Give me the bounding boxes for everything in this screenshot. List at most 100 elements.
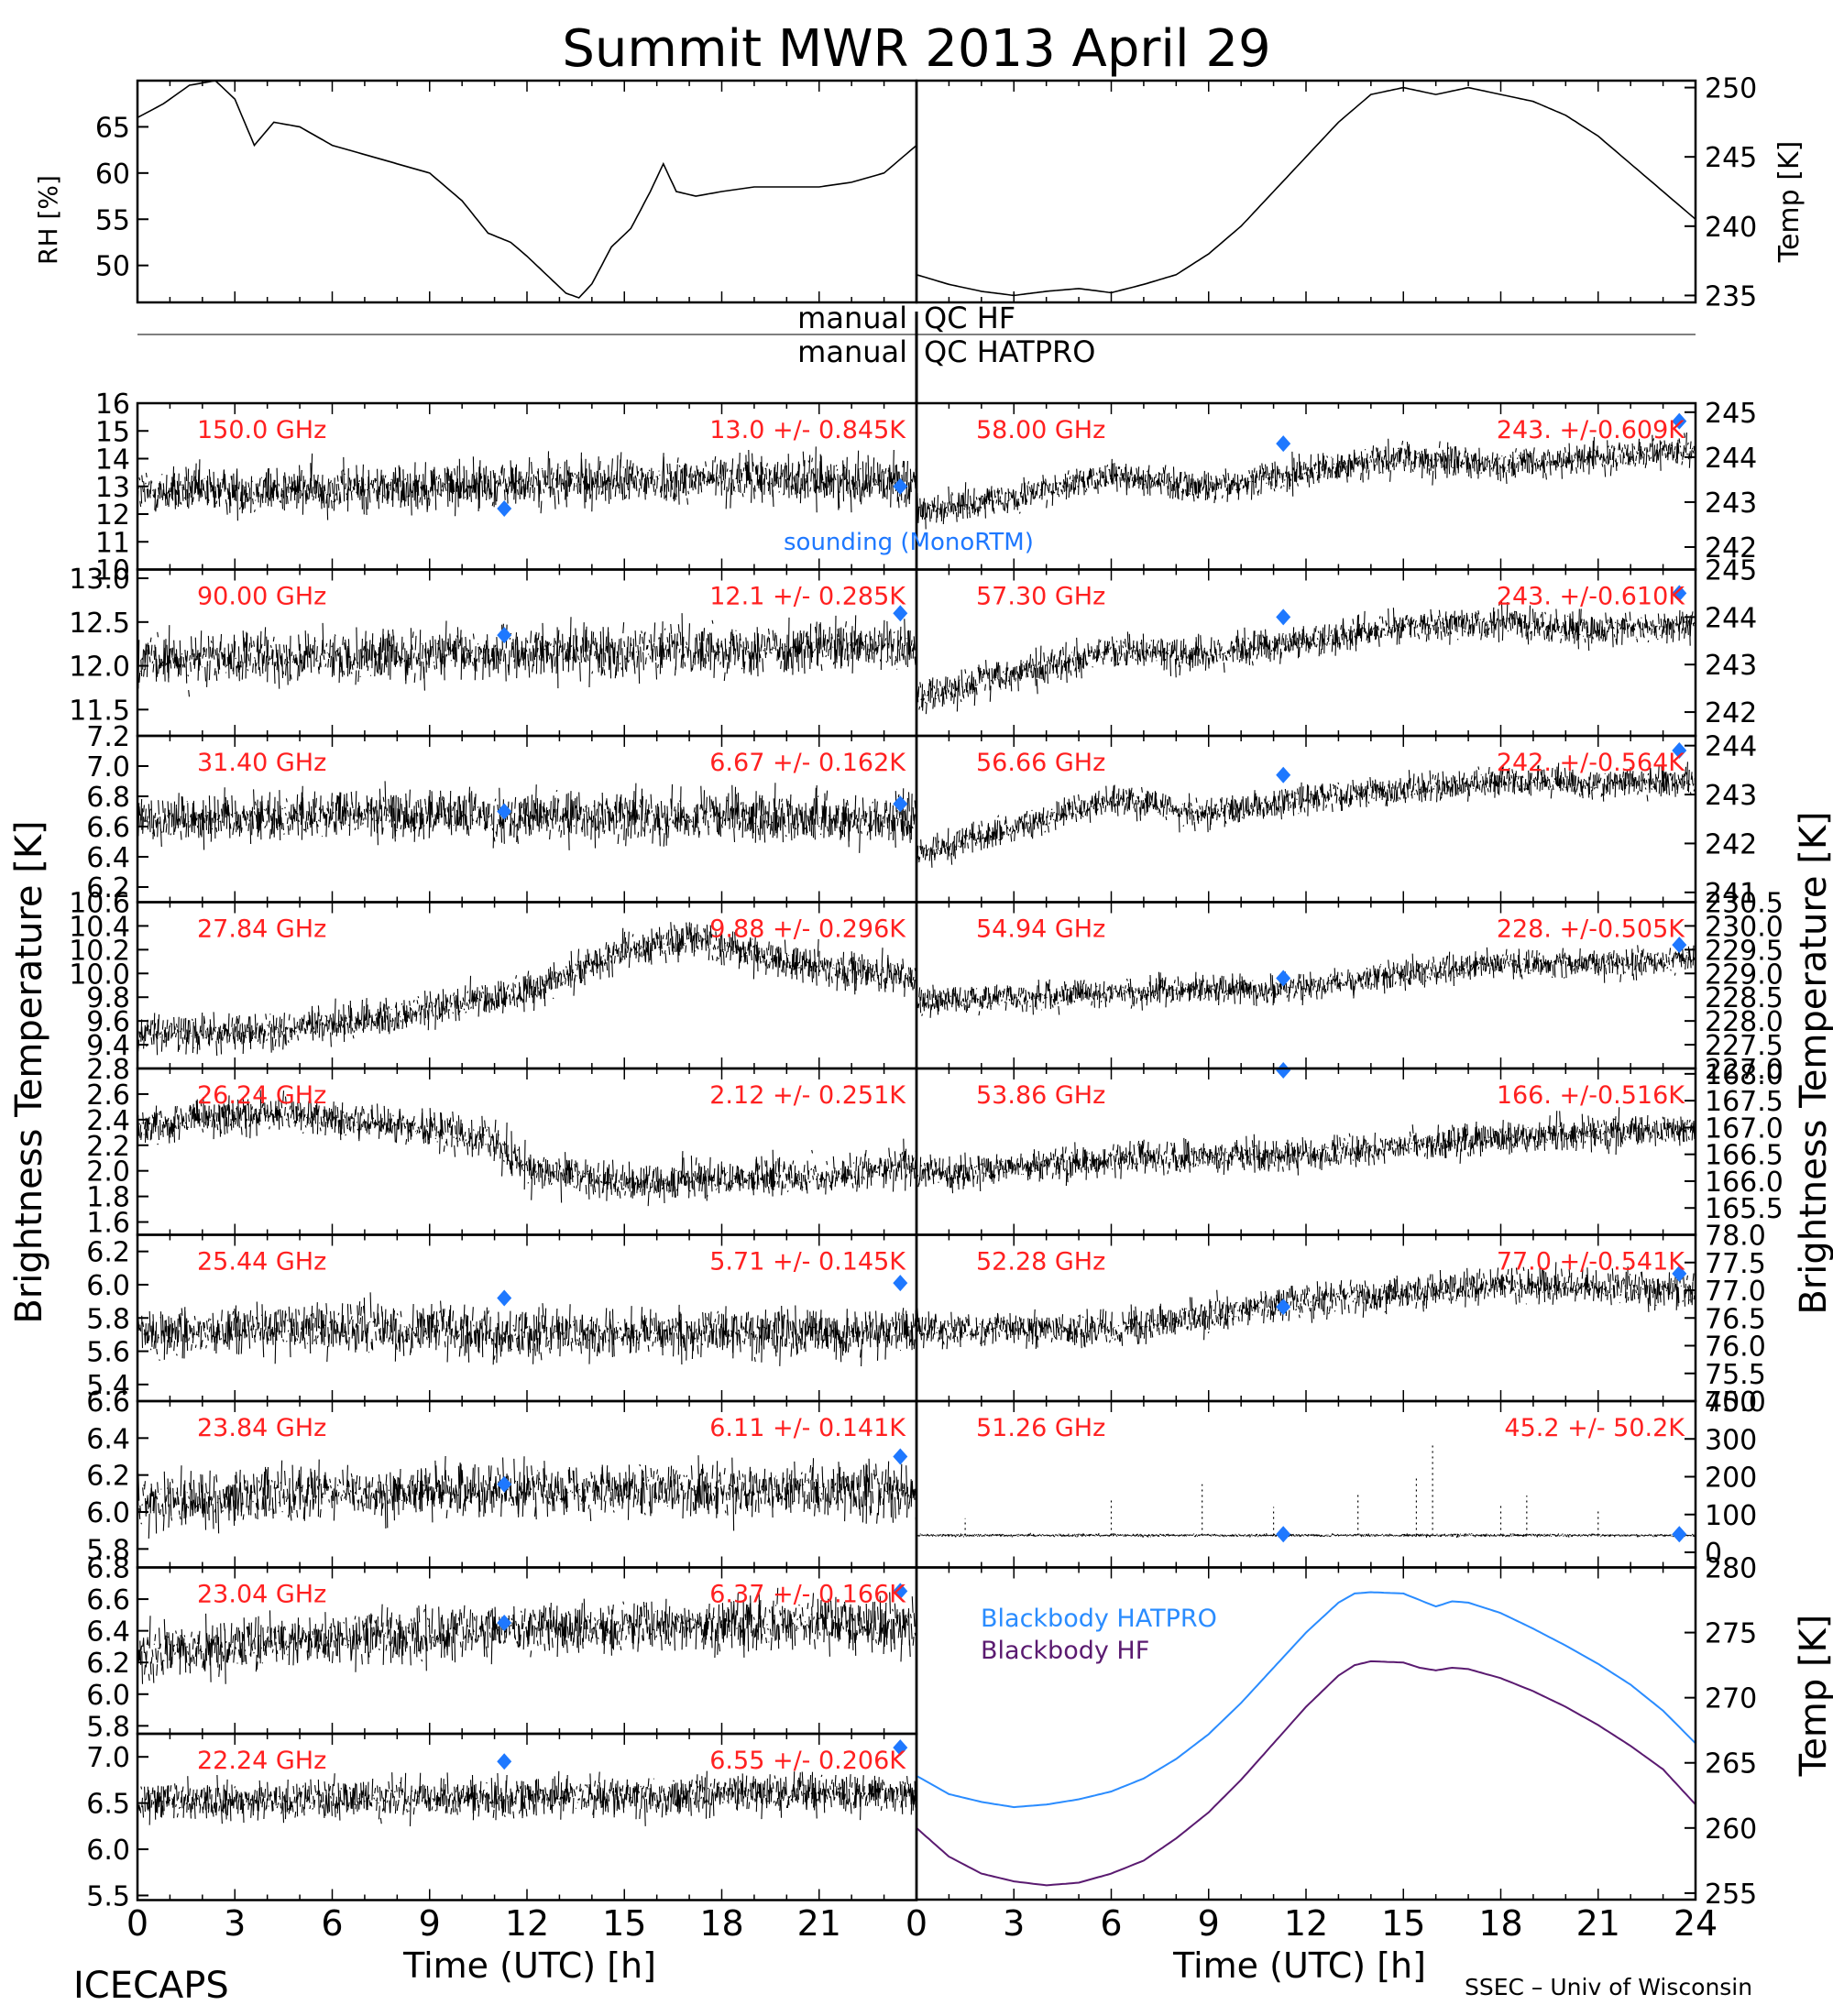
ch22-ytick-label: 6.5 [86,1789,130,1821]
temp-line [916,86,1696,297]
x-tick-label-right: 3 [1003,1903,1025,1944]
ch31-sounding-point [893,795,908,813]
ch57_30-stats-label: 243. +/-0.610K [1497,583,1685,611]
blackbody-hf-label: Blackbody HF [981,1637,1149,1665]
temp-bottom-axis-label: Temp [K] [1793,1615,1833,1778]
ch90-ytick-label: 13.0 [69,564,130,596]
ch58-stats-label: 243. +/-0.609K [1497,416,1685,444]
blackbody-ytick-label: 275 [1705,1618,1757,1650]
blackbody-ytick-label: 255 [1705,1879,1757,1911]
ch150-sounding-point [497,499,512,517]
ch52-frequency-label: 52.28 GHz [976,1248,1105,1276]
channel-panel-ch54: 227.0227.5228.0228.5229.0229.5230.0230.5… [915,888,1784,1086]
ch51-sounding-point [1276,1526,1291,1543]
ch90-sounding-point [497,627,512,644]
ch58-ytick-label: 243 [1705,488,1757,520]
ch31-ytick-label: 7.2 [86,721,130,753]
ch56-stats-label: 242. +/-0.564K [1497,749,1685,777]
ch57_30-sounding-point [1276,608,1291,626]
ch54-sounding-point [1672,937,1687,954]
ch31-ytick-label: 7.0 [86,751,130,783]
sounding-label: sounding (MonoRTM) [784,529,1034,556]
blackbody-hatpro-label: Blackbody HATPRO [981,1605,1217,1633]
ch51-sounding-point [1672,1526,1687,1543]
ch90-ytick-label: 12.5 [69,608,130,640]
ch57_30-sounding-point [1672,585,1687,602]
ch53-ytick-label: 167.0 [1705,1112,1784,1145]
rh-ytick-label: 60 [95,159,130,191]
ch56-ytick-label: 244 [1705,731,1757,763]
ch23_84-frequency-label: 23.84 GHz [197,1414,326,1442]
ch58-ytick-label: 245 [1705,398,1757,430]
ch23_84-ytick-label: 6.4 [86,1423,130,1455]
ch90-sounding-point [893,605,908,622]
ch31-ytick-label: 6.8 [86,782,130,814]
blackbody-panel: 255 260 265 270 275 280 [915,1553,1757,1911]
ch51-frequency-label: 51.26 GHz [976,1414,1105,1442]
ch27-ytick-label: 10.0 [69,959,130,991]
ch23_04-ytick-label: 6.2 [86,1648,130,1680]
ch52-sounding-point [1276,1298,1291,1316]
ch150-ytick-label: 13 [95,472,130,504]
ch31-ytick-label: 6.4 [86,842,130,874]
ch52-ytick-label: 75.0 [1705,1386,1766,1419]
x-tick-label-left: 18 [699,1903,743,1944]
x-tick-label-right: 12 [1284,1903,1328,1944]
ch25-sounding-point [497,1289,512,1307]
ch58-sounding-point [1276,435,1291,453]
ch23_04-ytick-label: 6.6 [86,1584,130,1616]
ch27-ytick-label: 10.2 [69,935,130,967]
ch58-ytick-label: 244 [1705,443,1757,475]
ch53-ytick-label: 167.5 [1705,1086,1784,1118]
ch26-ytick-label: 2.4 [86,1105,130,1137]
ch27-ytick-label: 9.4 [86,1030,130,1062]
ch150-stats-label: 13.0 +/- 0.845K [709,416,906,444]
ch57_30-ytick-label: 242 [1705,697,1757,729]
temp-ytick-label: 235 [1705,280,1757,312]
ch51-stats-label: 45.2 +/- 50.2K [1504,1414,1685,1442]
ch22-ytick-label: 6.0 [86,1835,130,1867]
ch25-ytick-label: 5.8 [86,1303,130,1335]
temp-ytick-label: 240 [1705,212,1757,244]
qc-hf-right-label: QC HF [924,301,1015,335]
ch53-frequency-label: 53.86 GHz [976,1081,1105,1110]
ch25-ytick-label: 5.6 [86,1337,130,1369]
ch51-ytick-label: 200 [1705,1463,1757,1495]
ch23_84-ytick-label: 6.6 [86,1386,130,1419]
ch51-ytick-label: 0 [1705,1538,1722,1570]
channel-panel-ch58: 242 243 244 245 58.00 GHz 243. +/-0.609K [915,398,1757,571]
qc-hf-left-label: manual [797,301,907,335]
ch57_30-ytick-label: 245 [1705,555,1757,587]
figure-title: Summit MWR 2013 April 29 [562,19,1270,79]
ch150-ytick-label: 10 [95,555,130,587]
ch53-ytick-label: 168.0 [1705,1059,1784,1091]
ch56-frequency-label: 56.66 GHz [976,749,1105,777]
ch54-ytick-label: 229.0 [1705,959,1784,991]
channel-panel-ch90: 11.5 12.0 12.5 13.0 90.00 GHz 12.1 +/- 0.285K [69,564,918,738]
ch90-ytick-label: 12.0 [69,652,130,684]
rh-axis-label: RH [%] [33,175,63,265]
x-tick-label-right: 0 [906,1903,927,1944]
ch22-sounding-point [893,1739,908,1757]
ch27-ytick-label: 10.6 [69,888,130,920]
ch31-ytick-label: 6.6 [86,812,130,844]
x-tick-label-left: 15 [602,1903,646,1944]
ch23_84-ytick-label: 6.0 [86,1497,130,1529]
ch54-ytick-label: 228.5 [1705,982,1784,1014]
blackbody-series-0 [916,1591,1696,1809]
ch150-ytick-label: 12 [95,499,130,531]
ch23_04-ytick-label: 6.8 [86,1553,130,1585]
ch52-ytick-label: 78.0 [1705,1221,1766,1253]
ch58-sounding-point [1672,412,1687,430]
ch150-ytick-label: 16 [95,389,130,421]
ch150-frequency-label: 150.0 GHz [197,416,326,444]
ch26-stats-label: 2.12 +/- 0.251K [709,1081,906,1110]
temp-top-axis-label: Temp [K] [1773,141,1806,264]
ch56-ytick-label: 243 [1705,780,1757,812]
ch23_84-sounding-point [497,1475,512,1493]
ch22-ytick-label: 5.5 [86,1880,130,1912]
ch27-ytick-label: 9.8 [86,982,130,1014]
ch54-ytick-label: 230.0 [1705,911,1784,943]
